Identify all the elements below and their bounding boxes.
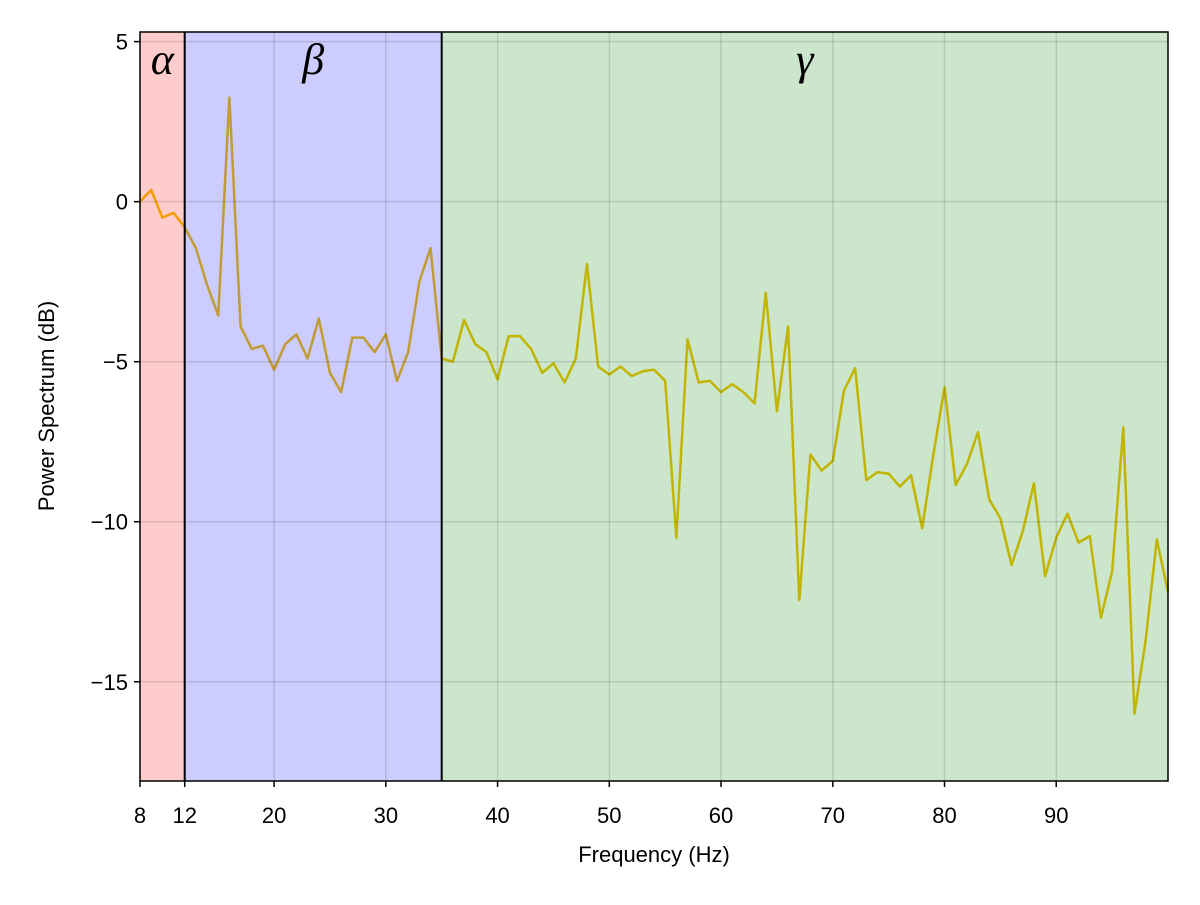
- y-tick-label: 0: [116, 190, 128, 215]
- band: [184, 32, 442, 781]
- band: [441, 32, 1168, 781]
- y-tick-label: −10: [91, 510, 128, 535]
- x-tick-label: 90: [1044, 803, 1068, 828]
- y-axis-label: Power Spectrum (dB): [34, 301, 59, 511]
- x-tick-label: 50: [597, 803, 621, 828]
- x-tick-label: 40: [485, 803, 509, 828]
- x-tick-label: 80: [932, 803, 956, 828]
- plot-frame: [139, 31, 1169, 782]
- data-line: [139, 96, 1170, 716]
- y-tick-label: −5: [103, 350, 128, 375]
- y-tick-label: −15: [91, 670, 128, 695]
- band: [140, 32, 185, 781]
- x-axis-label: Frequency (Hz): [578, 842, 730, 867]
- band-label: γ: [796, 35, 815, 84]
- y-tick-label: 5: [116, 30, 128, 55]
- x-tick-label: 12: [172, 803, 196, 828]
- band-label: α: [151, 35, 175, 84]
- x-tick-label: 60: [709, 803, 733, 828]
- x-tick-label: 70: [821, 803, 845, 828]
- x-tick-label: 30: [374, 803, 398, 828]
- x-tick-label: 8: [134, 803, 146, 828]
- x-tick-label: 20: [262, 803, 286, 828]
- band-label: β: [301, 35, 324, 84]
